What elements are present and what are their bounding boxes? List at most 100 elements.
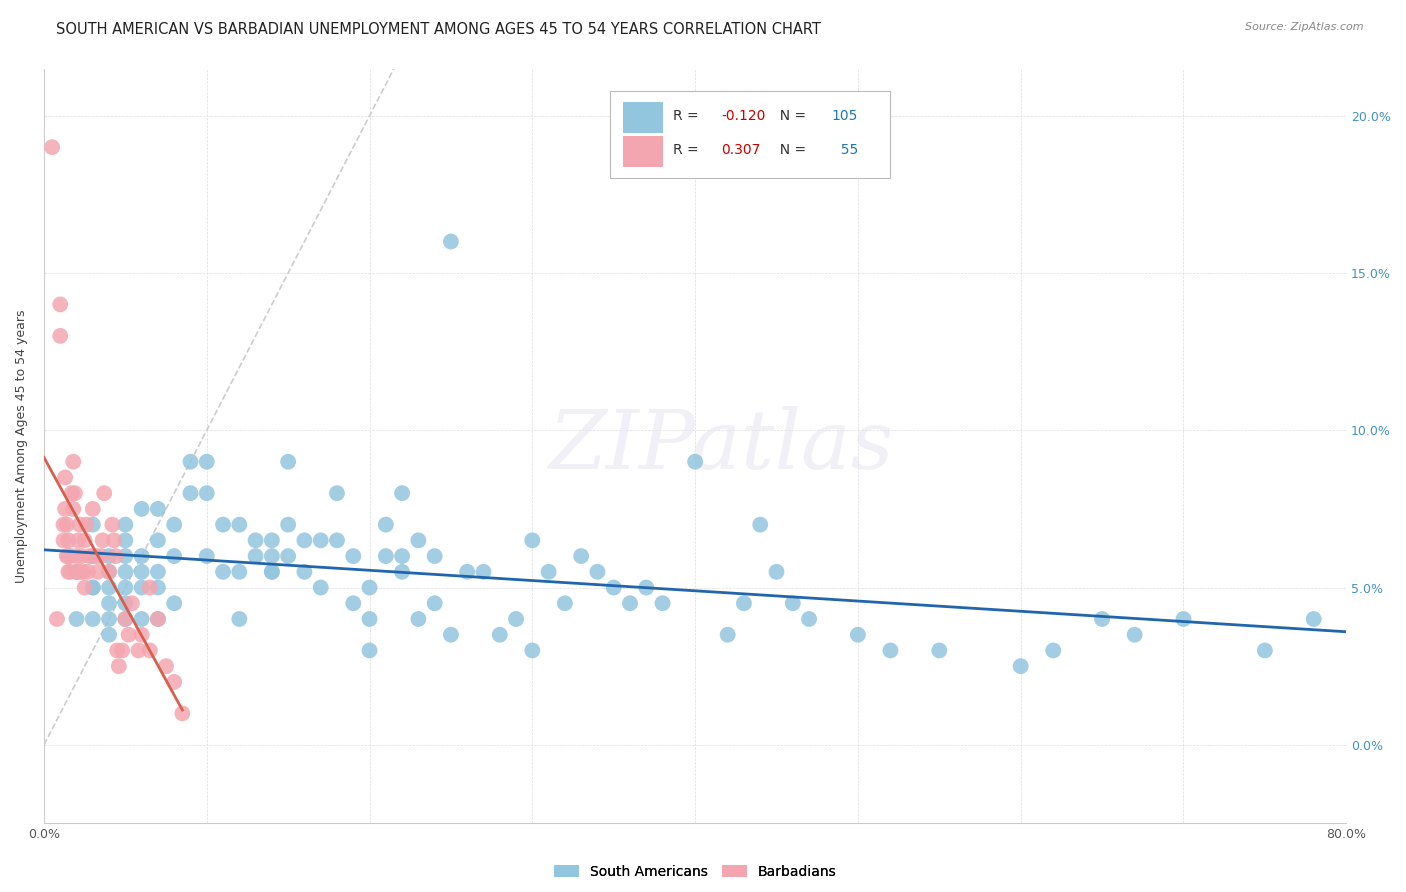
Point <box>55 517 77 532</box>
Point <box>79 549 101 563</box>
Point <box>374 517 396 532</box>
Point <box>212 517 235 532</box>
Point <box>98 596 121 610</box>
Point <box>108 659 131 673</box>
Point <box>163 517 186 532</box>
Point <box>114 581 136 595</box>
Point <box>52 533 75 548</box>
Point <box>1123 628 1146 642</box>
Point <box>63 486 86 500</box>
Point <box>114 517 136 532</box>
FancyBboxPatch shape <box>623 136 662 167</box>
Point <box>67 533 90 548</box>
Point <box>359 643 381 657</box>
Text: 55: 55 <box>832 143 858 157</box>
Point <box>733 596 755 610</box>
Point <box>1091 612 1114 626</box>
Point <box>69 517 91 532</box>
Point <box>228 517 250 532</box>
Point <box>342 549 364 563</box>
Point <box>245 533 267 548</box>
Point <box>277 455 299 469</box>
Point <box>103 533 125 548</box>
Point <box>69 565 91 579</box>
Point <box>277 549 299 563</box>
Point <box>75 517 97 532</box>
Point <box>1042 643 1064 657</box>
Point <box>1010 659 1032 673</box>
Point <box>65 612 87 626</box>
FancyBboxPatch shape <box>610 91 890 178</box>
Point <box>456 565 478 579</box>
Point <box>82 517 104 532</box>
Point <box>90 549 112 563</box>
Text: N =: N = <box>770 143 810 157</box>
Point <box>569 549 592 563</box>
Text: ZIPatlas: ZIPatlas <box>548 406 894 486</box>
Point <box>260 565 283 579</box>
Point <box>423 549 446 563</box>
Point <box>114 533 136 548</box>
Point <box>46 612 69 626</box>
Point <box>765 565 787 579</box>
Point <box>391 549 413 563</box>
Point <box>163 674 186 689</box>
Point <box>440 235 463 249</box>
Point <box>84 549 107 563</box>
Point <box>359 612 381 626</box>
Point <box>195 455 218 469</box>
Y-axis label: Unemployment Among Ages 45 to 54 years: Unemployment Among Ages 45 to 54 years <box>15 310 28 582</box>
Point <box>49 329 72 343</box>
Point <box>139 643 162 657</box>
Point <box>55 549 77 563</box>
Point <box>228 612 250 626</box>
Point <box>277 517 299 532</box>
Text: R =: R = <box>673 143 707 157</box>
Point <box>472 565 495 579</box>
Point <box>82 581 104 595</box>
Point <box>91 533 114 548</box>
Point <box>146 612 169 626</box>
Point <box>1173 612 1195 626</box>
Point <box>228 565 250 579</box>
Point <box>309 533 332 548</box>
Point <box>114 612 136 626</box>
Point <box>846 628 869 642</box>
Point <box>163 549 186 563</box>
Point <box>41 140 63 154</box>
Point <box>683 455 706 469</box>
Point <box>179 486 201 500</box>
Point <box>245 549 267 563</box>
Point <box>114 565 136 579</box>
Point <box>131 565 153 579</box>
Point <box>146 533 169 548</box>
Point <box>65 565 87 579</box>
Point <box>408 533 430 548</box>
Point <box>58 549 80 563</box>
Point <box>146 612 169 626</box>
Point <box>98 628 121 642</box>
Point <box>359 581 381 595</box>
Point <box>131 549 153 563</box>
Point <box>60 486 83 500</box>
Text: R =: R = <box>673 109 703 123</box>
Point <box>82 581 104 595</box>
Text: SOUTH AMERICAN VS BARBADIAN UNEMPLOYMENT AMONG AGES 45 TO 54 YEARS CORRELATION C: SOUTH AMERICAN VS BARBADIAN UNEMPLOYMENT… <box>56 22 821 37</box>
Point <box>554 596 576 610</box>
Point <box>98 612 121 626</box>
FancyBboxPatch shape <box>623 103 662 133</box>
Point <box>172 706 194 721</box>
Point <box>391 565 413 579</box>
Point <box>65 565 87 579</box>
Point <box>155 659 177 673</box>
Point <box>59 549 82 563</box>
Point <box>62 455 84 469</box>
Point <box>93 486 115 500</box>
Point <box>98 581 121 595</box>
Point <box>82 612 104 626</box>
Point <box>131 612 153 626</box>
Point <box>131 581 153 595</box>
Text: 0.307: 0.307 <box>721 143 761 157</box>
Point <box>52 517 75 532</box>
Point <box>139 581 162 595</box>
